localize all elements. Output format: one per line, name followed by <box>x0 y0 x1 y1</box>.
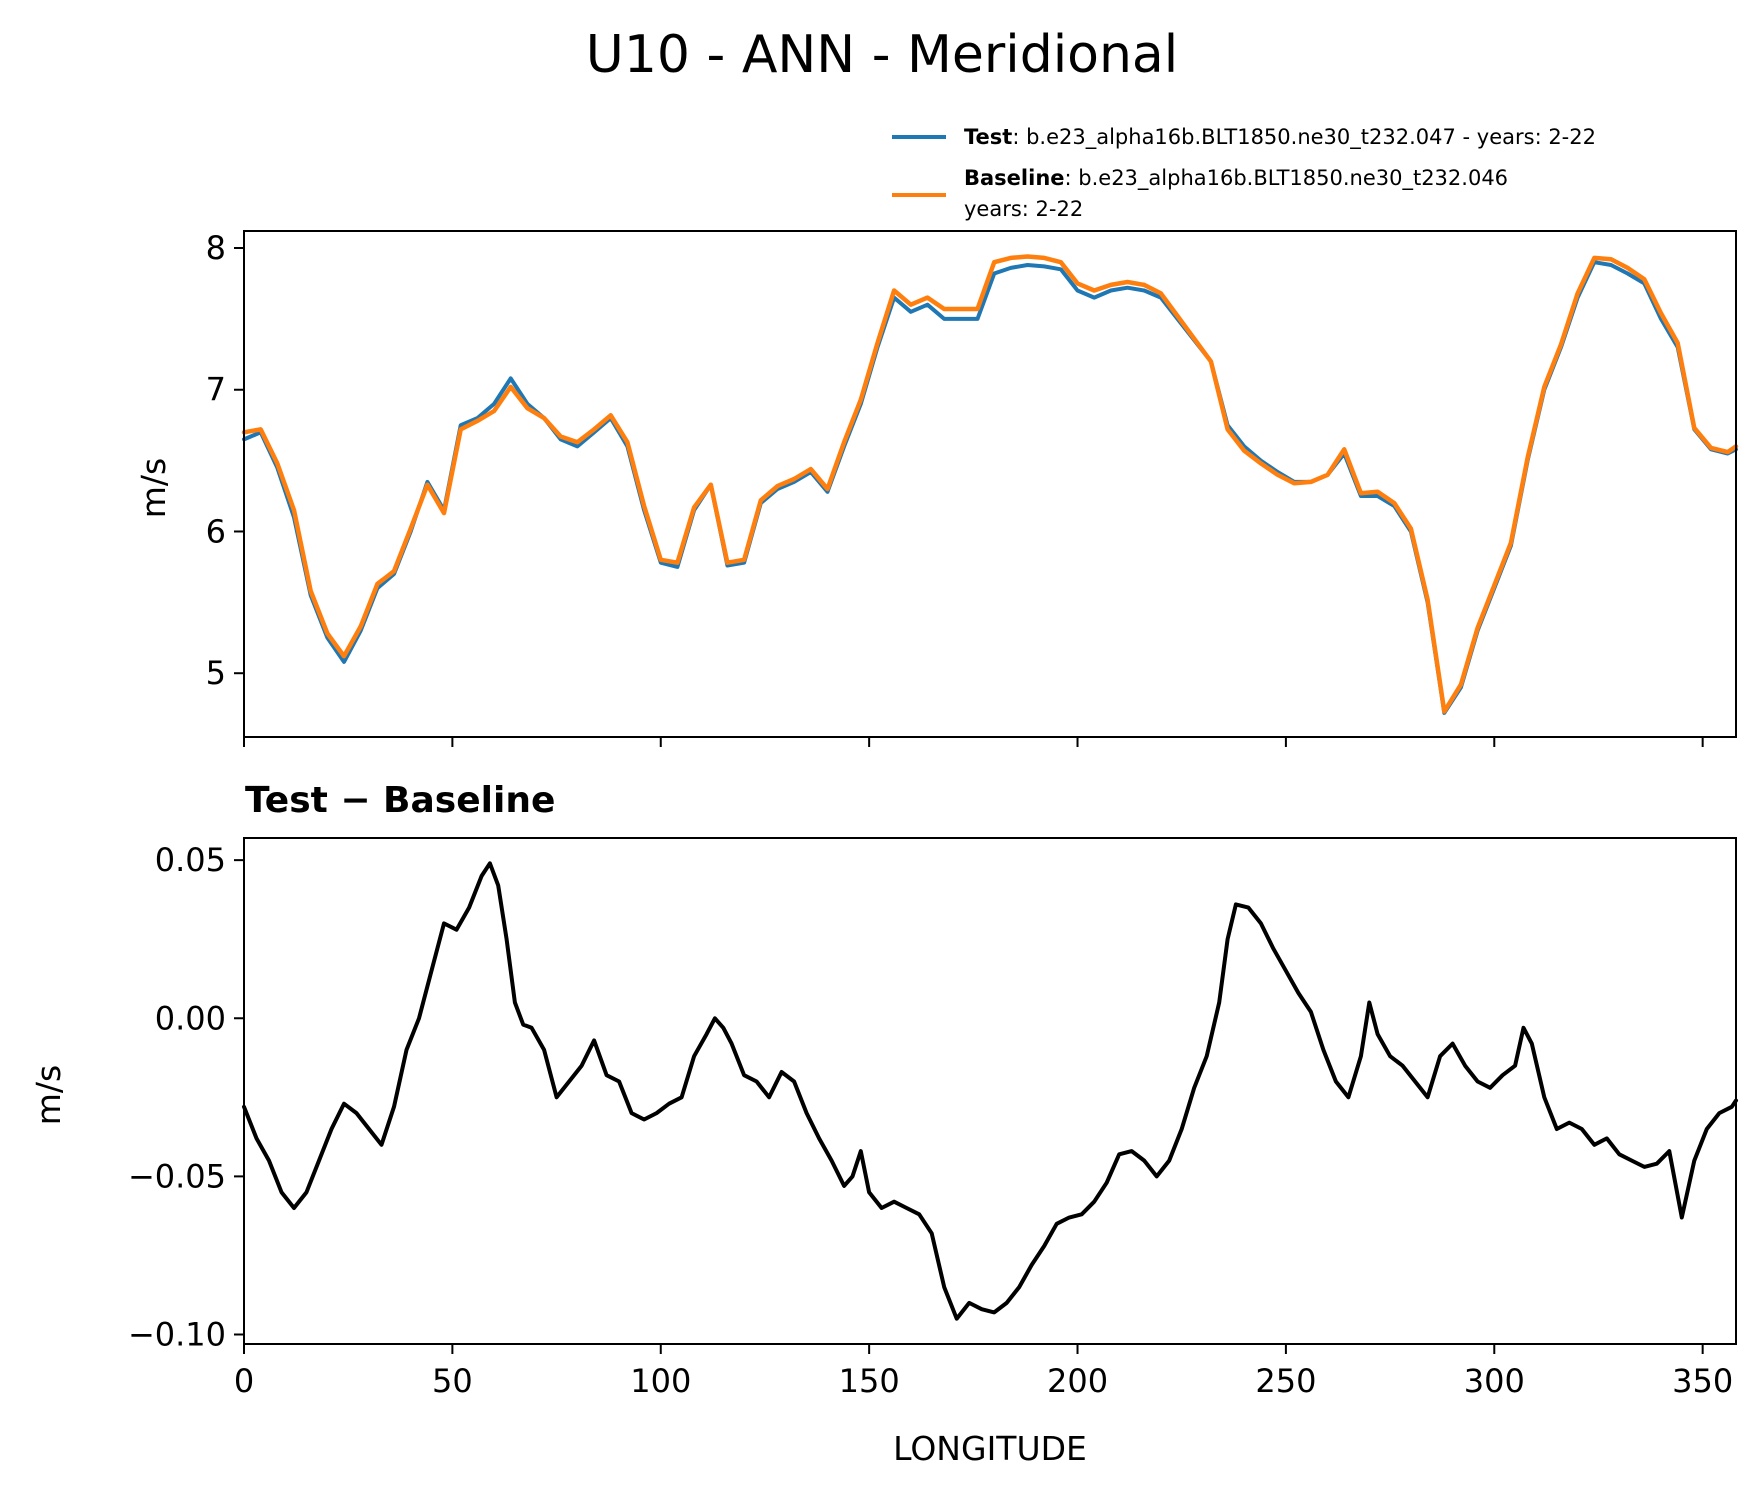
legend-line2-baseline: years: 2-22 <box>964 197 1083 221</box>
bottom-xtick-label: 300 <box>1464 1362 1525 1400</box>
bottom-ytick-label: −0.10 <box>128 1316 226 1354</box>
bottom-ytick-label: −0.05 <box>128 1157 226 1195</box>
bottom-ytick-label: 0.05 <box>155 841 226 879</box>
bottom-xtick-label: 250 <box>1255 1362 1316 1400</box>
figure-title: U10 - ANN - Meridional <box>586 25 1178 85</box>
top-panel-lines <box>241 254 1739 715</box>
legend-entry-test: Test: b.e23_alpha16b.BLT1850.ne30_t232.0… <box>892 125 1596 150</box>
bottom-panel: Test − Baseline m/s LONGITUDE 0.05 0.00 −0… <box>29 780 1738 1468</box>
top-panel: m/s 5 6 7 8 <box>134 229 1739 747</box>
bottom-panel-frame <box>243 837 1737 1345</box>
bottom-panel-ticks: 0.05 0.00 −0.05 −0.100 50 100 150 200 250 300 350 <box>128 841 1733 1400</box>
bottom-panel-xlabel: LONGITUDE <box>893 1429 1087 1468</box>
top-ytick-label: 5 <box>206 654 226 692</box>
top-panel-ticks: 5 6 7 8 <box>206 229 1704 747</box>
bottom-xtick-label: 50 <box>432 1362 473 1400</box>
legend-label-test: Test: b.e23_alpha16b.BLT1850.ne30_t232.0… <box>964 125 1596 150</box>
bottom-xtick-label: 350 <box>1672 1362 1733 1400</box>
bottom-panel-title: Test − Baseline <box>245 780 555 821</box>
bottom-xtick-label: 200 <box>1047 1362 1108 1400</box>
legend-bold-test: Test <box>964 125 1012 149</box>
legend-bold-baseline: Baseline <box>964 166 1065 190</box>
top-ytick-label: 8 <box>206 229 226 267</box>
top-ytick-label: 7 <box>206 371 226 409</box>
bottom-xtick-label: 0 <box>234 1362 254 1400</box>
bottom-xtick-label: 150 <box>839 1362 900 1400</box>
top-series-baseline-line <box>241 254 1739 714</box>
legend-text-test: : b.e23_alpha16b.BLT1850.ne30_t232.047 -… <box>1012 125 1596 150</box>
bottom-xtick-label: 100 <box>630 1362 691 1400</box>
top-panel-ylabel: m/s <box>134 458 173 518</box>
legend-entry-baseline: Baseline: b.e23_alpha16b.BLT1850.ne30_t2… <box>892 166 1508 221</box>
bottom-panel-ylabel: m/s <box>29 1065 68 1125</box>
bottom-series-test-baseline-line <box>242 861 1738 1321</box>
legend-text-baseline: : b.e23_alpha16b.BLT1850.ne30_t232.046 <box>1065 166 1509 191</box>
top-ytick-label: 6 <box>206 512 226 550</box>
bottom-panel-lines <box>242 861 1738 1321</box>
legend-label-baseline: Baseline: b.e23_alpha16b.BLT1850.ne30_t2… <box>964 166 1508 191</box>
bottom-ytick-label: 0.00 <box>155 999 226 1037</box>
top-panel-frame <box>243 230 1737 738</box>
legend: Test: b.e23_alpha16b.BLT1850.ne30_t232.0… <box>892 125 1596 221</box>
